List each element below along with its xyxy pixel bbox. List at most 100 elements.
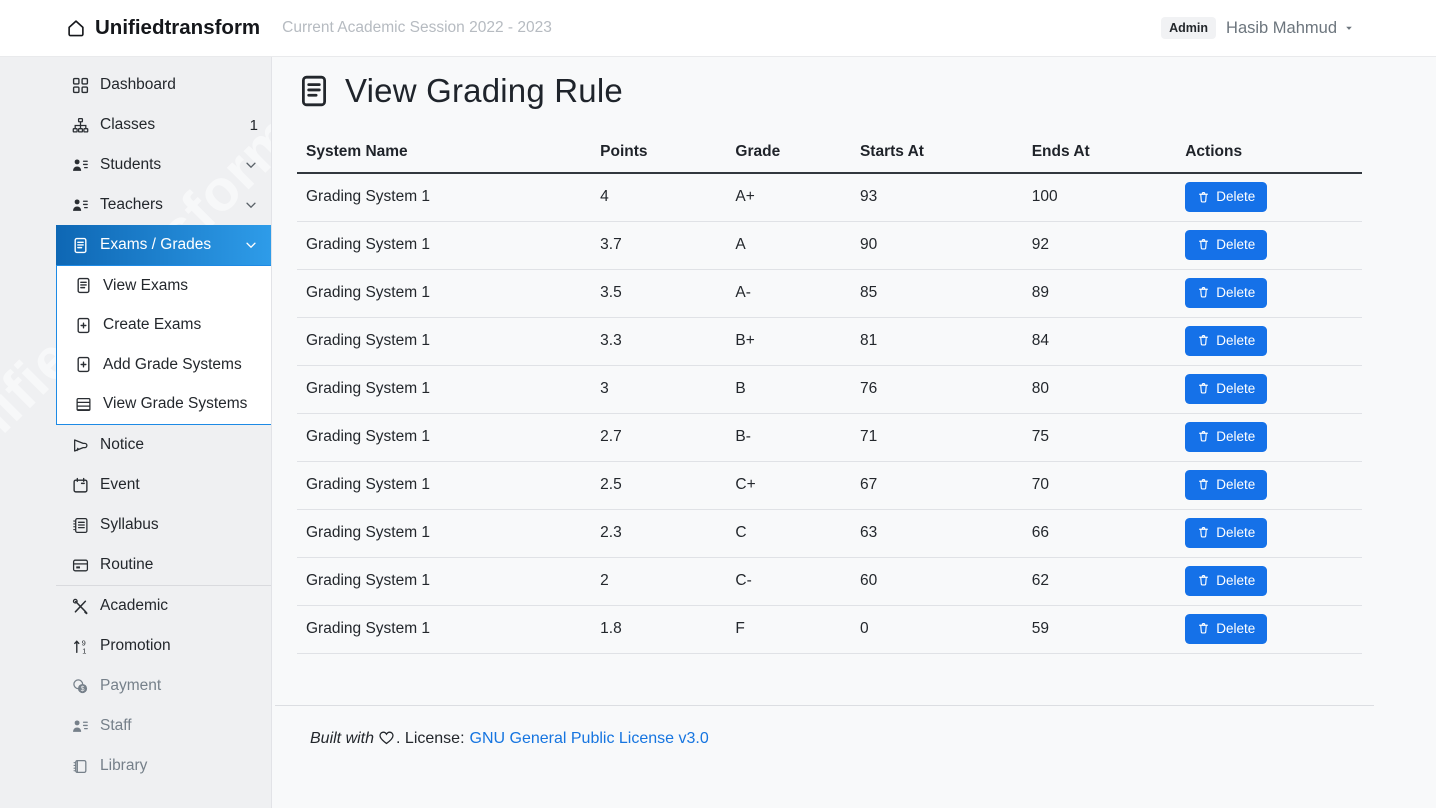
trash-icon (1197, 574, 1210, 587)
trash-icon (1197, 382, 1210, 395)
cell-grade: C+ (726, 461, 851, 510)
file-plus-icon (75, 317, 92, 334)
delete-button[interactable]: Delete (1185, 278, 1268, 308)
chevron-down-icon (244, 198, 258, 212)
page-title-text: View Grading Rule (345, 72, 623, 109)
sidebar-item-exams-grades[interactable]: Exams / Grades (56, 225, 271, 265)
cell-system: Grading System 1 (297, 461, 592, 510)
cell-starts-at: 0 (850, 605, 1023, 654)
coins-icon: $ (72, 678, 89, 695)
delete-button[interactable]: Delete (1185, 422, 1268, 452)
role-badge: Admin (1161, 17, 1217, 39)
table-row: Grading System 1 2 C- 60 62 Delete (297, 557, 1362, 606)
column-header: Grade (726, 137, 851, 174)
delete-button-label: Delete (1216, 189, 1256, 205)
sidebar-item-label: View Grade Systems (103, 395, 248, 413)
delete-button-label: Delete (1216, 381, 1256, 397)
delete-button[interactable]: Delete (1185, 326, 1268, 356)
grid-icon (72, 77, 89, 94)
delete-button[interactable]: Delete (1185, 614, 1268, 644)
column-header: Points (591, 137, 727, 174)
megaphone-icon (72, 437, 89, 454)
file-text-icon (75, 277, 92, 294)
delete-button[interactable]: Delete (1185, 518, 1268, 548)
sidebar-item-academic[interactable]: Academic (56, 586, 271, 626)
table-row: Grading System 1 3.3 B+ 81 84 Delete (297, 317, 1362, 366)
people-icon (72, 157, 89, 174)
user-menu[interactable]: Hasib Mahmud (1226, 19, 1354, 38)
cell-starts-at: 81 (850, 317, 1023, 366)
sidebar-item-dashboard[interactable]: Dashboard (56, 65, 271, 105)
delete-button-label: Delete (1216, 333, 1256, 349)
sidebar-submenu-exams-grades: View Exams Create Exams Add Grade Systems V… (56, 265, 271, 425)
sidebar-item-label: Academic (100, 597, 169, 614)
delete-button-label: Delete (1216, 477, 1256, 493)
sidebar-item-classes[interactable]: Classes 1 (56, 105, 271, 145)
delete-button[interactable]: Delete (1185, 470, 1268, 500)
cell-points: 3 (591, 365, 727, 414)
cell-points: 1.8 (591, 605, 727, 654)
sidebar-divider (56, 585, 271, 586)
cell-points: 3.5 (591, 269, 727, 318)
sidebar-item-view-exams[interactable]: View Exams (57, 266, 271, 306)
sidebar-item-create-exams[interactable]: Create Exams (57, 306, 271, 346)
cell-grade: C- (726, 557, 851, 606)
cell-actions: Delete (1176, 317, 1362, 366)
sitemap-icon (72, 117, 89, 134)
cell-starts-at: 93 (850, 173, 1023, 222)
delete-button-label: Delete (1216, 621, 1256, 637)
cell-system: Grading System 1 (297, 365, 592, 414)
delete-button[interactable]: Delete (1185, 566, 1268, 596)
cell-actions: Delete (1176, 461, 1362, 510)
sidebar-item-event[interactable]: Event (56, 465, 271, 505)
card-list-icon (72, 557, 89, 574)
sidebar-item-staff[interactable]: Staff (56, 706, 271, 746)
sidebar-item-label: Exams / Grades (100, 236, 212, 253)
chevron-down-icon (244, 158, 258, 172)
footer: Built with . License: GNU General Public L… (275, 704, 1374, 748)
heart-icon (378, 729, 395, 746)
column-header: System Name (297, 137, 592, 174)
sidebar-item-notice[interactable]: Notice (56, 425, 271, 465)
delete-button[interactable]: Delete (1185, 374, 1268, 404)
trash-icon (1197, 526, 1210, 539)
cell-points: 2.5 (591, 461, 727, 510)
cell-starts-at: 63 (850, 509, 1023, 558)
sidebar-item-library[interactable]: Library (56, 746, 271, 786)
sidebar-item-label: View Exams (103, 276, 188, 294)
cell-system: Grading System 1 (297, 605, 592, 654)
cell-ends-at: 84 (1022, 317, 1177, 366)
sidebar-item-syllabus[interactable]: Syllabus (56, 505, 271, 545)
trash-icon (1197, 430, 1210, 443)
calendar-icon (72, 477, 89, 494)
cell-ends-at: 92 (1022, 221, 1177, 270)
home-icon (66, 18, 86, 38)
sidebar-item-routine[interactable]: Routine (56, 545, 271, 585)
license-link[interactable]: GNU General Public License v3.0 (469, 729, 709, 747)
sidebar-item-label: Add Grade Systems (103, 355, 242, 373)
cell-system: Grading System 1 (297, 317, 592, 366)
delete-button[interactable]: Delete (1185, 230, 1268, 260)
sidebar-item-students[interactable]: Students (56, 145, 271, 185)
sidebar-item-promotion[interactable]: 9 1 Promotion (56, 626, 271, 666)
sidebar-item-add-grade-systems[interactable]: Add Grade Systems (57, 345, 271, 385)
delete-button-label: Delete (1216, 525, 1256, 541)
file-text-icon (72, 237, 89, 254)
cell-system: Grading System 1 (297, 413, 592, 462)
sidebar-item-label: Promotion (100, 637, 171, 654)
cell-actions: Delete (1176, 173, 1362, 222)
delete-button[interactable]: Delete (1185, 182, 1268, 213)
cell-system: Grading System 1 (297, 269, 592, 318)
cell-grade: A+ (726, 173, 851, 222)
file-text-icon (297, 71, 331, 111)
sidebar-item-view-grade-systems[interactable]: View Grade Systems (57, 385, 271, 425)
sidebar-item-payment[interactable]: $ Payment (56, 666, 271, 706)
cell-ends-at: 70 (1022, 461, 1177, 510)
top-navbar: Unifiedtransform Current Academic Sessio… (0, 0, 1436, 57)
sidebar-item-teachers[interactable]: Teachers (56, 185, 271, 225)
brand-link[interactable]: Unifiedtransform (66, 16, 260, 40)
main-content: View Grading Rule System Name Points Grade… (272, 57, 1436, 808)
table-row: Grading System 1 3 B 76 80 Delete (297, 365, 1362, 414)
sidebar-item-label: Teachers (100, 196, 163, 213)
